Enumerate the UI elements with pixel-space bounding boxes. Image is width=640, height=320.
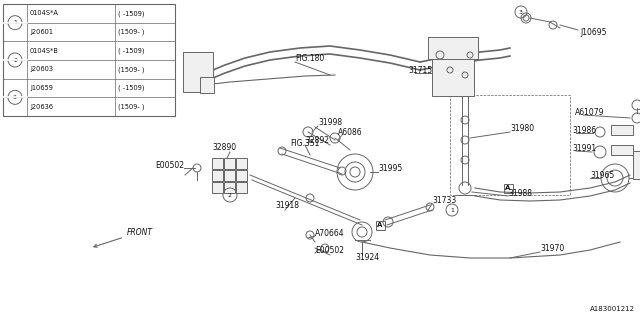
Text: 1: 1: [450, 207, 454, 212]
Text: A6086: A6086: [338, 127, 363, 137]
Bar: [236, 181, 246, 193]
Text: (1509- ): (1509- ): [118, 103, 145, 110]
Text: A183001212: A183001212: [590, 306, 635, 312]
Text: 32890: 32890: [212, 142, 236, 151]
Text: 1: 1: [13, 20, 17, 25]
Bar: [376, 220, 385, 229]
Bar: [432, 41, 474, 95]
Bar: [3, 4, 175, 116]
Text: 31995: 31995: [378, 164, 403, 172]
Bar: [200, 77, 214, 93]
Text: ( -1509): ( -1509): [118, 85, 145, 91]
Text: J20636: J20636: [30, 104, 53, 110]
Bar: [183, 52, 213, 92]
Text: 31991: 31991: [572, 143, 596, 153]
Bar: [611, 125, 633, 135]
Text: 3: 3: [13, 95, 17, 100]
Bar: [236, 157, 246, 169]
Text: E00502: E00502: [315, 245, 344, 254]
Text: (1509- ): (1509- ): [118, 29, 145, 35]
Bar: [211, 170, 223, 180]
Bar: [223, 181, 234, 193]
Text: 31924: 31924: [355, 253, 379, 262]
Text: A61079: A61079: [575, 108, 605, 116]
Text: 31715: 31715: [408, 66, 432, 75]
Text: 3: 3: [519, 10, 523, 14]
Text: 0104S*A: 0104S*A: [30, 10, 59, 16]
Bar: [504, 183, 513, 193]
Bar: [211, 181, 223, 193]
Text: 31988: 31988: [508, 188, 532, 197]
Text: J20601: J20601: [30, 29, 53, 35]
Bar: [611, 145, 633, 155]
Text: A: A: [506, 185, 511, 191]
Bar: [223, 170, 234, 180]
Text: A70664: A70664: [315, 228, 344, 237]
Text: 32892: 32892: [305, 135, 329, 145]
Text: FIG.351: FIG.351: [290, 139, 319, 148]
Text: 31980: 31980: [510, 124, 534, 132]
Text: 2: 2: [13, 58, 17, 62]
Text: 2: 2: [228, 193, 232, 197]
Bar: [211, 157, 223, 169]
Bar: [236, 170, 246, 180]
Bar: [450, 95, 570, 195]
Text: J10659: J10659: [30, 85, 53, 91]
Bar: [428, 37, 478, 59]
Text: 31970: 31970: [540, 244, 564, 252]
Text: 31986: 31986: [572, 125, 596, 134]
Text: FIG.180: FIG.180: [295, 53, 324, 62]
Text: 31918: 31918: [275, 201, 299, 210]
Bar: [223, 157, 234, 169]
Text: ( -1509): ( -1509): [118, 47, 145, 54]
Text: 31998: 31998: [318, 117, 342, 126]
Text: E00502: E00502: [155, 161, 184, 170]
Text: 31733: 31733: [432, 196, 456, 204]
Bar: [633, 151, 640, 179]
Text: FRONT: FRONT: [94, 228, 153, 247]
Text: 0104S*B: 0104S*B: [30, 48, 59, 54]
Text: 31965: 31965: [590, 171, 614, 180]
Text: J20603: J20603: [30, 66, 53, 72]
Text: ( -1509): ( -1509): [118, 10, 145, 17]
Text: (1509- ): (1509- ): [118, 66, 145, 73]
Text: A: A: [378, 222, 383, 228]
Text: J10695: J10695: [580, 28, 607, 36]
